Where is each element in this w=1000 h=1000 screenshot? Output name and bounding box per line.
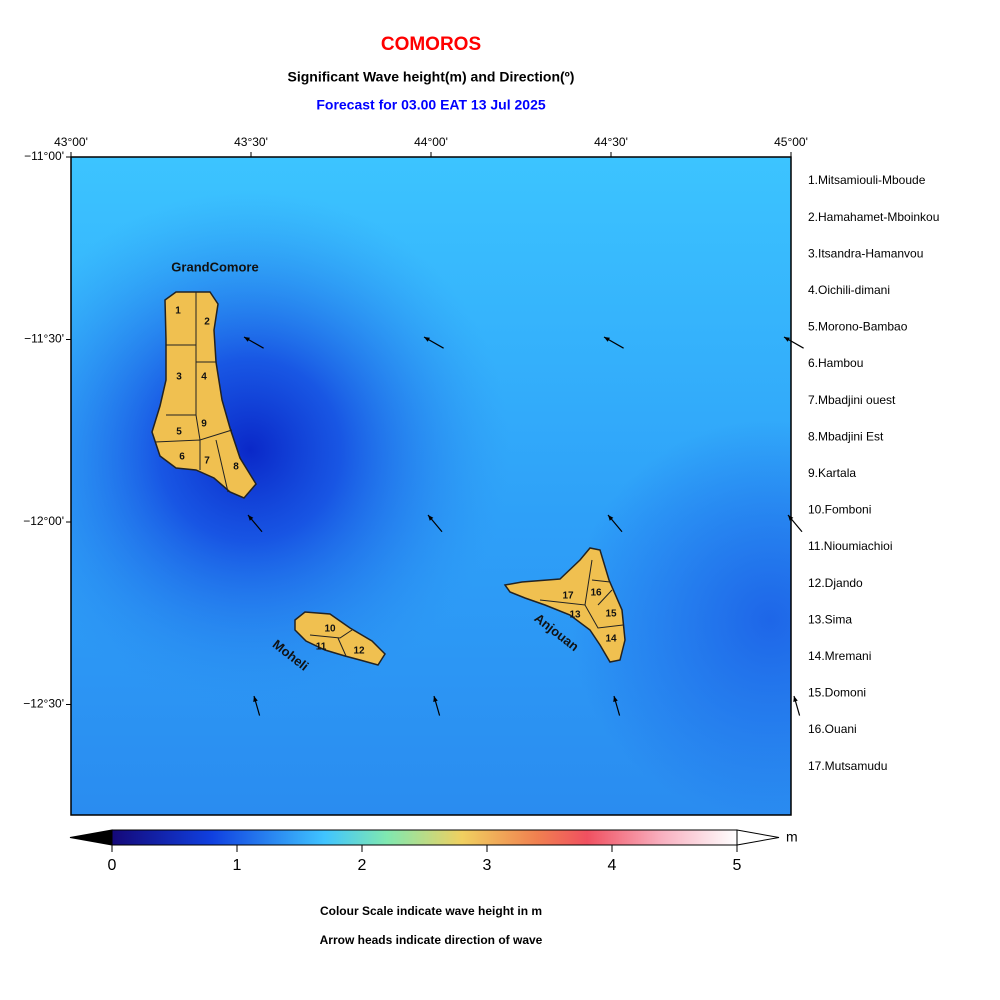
region-number: 4 (201, 372, 207, 383)
colorbar-low (69, 829, 113, 846)
region-number: 14 (605, 634, 617, 645)
region-number: 6 (179, 452, 185, 463)
colorbar-label: 5 (733, 857, 742, 874)
region-number: 11 (316, 642, 327, 653)
arrow-head (788, 515, 794, 521)
arrow-head (433, 696, 438, 702)
arrow-head (604, 337, 610, 342)
legend-item: 8.Mbadjini Est (808, 429, 884, 443)
region-number: 15 (605, 609, 617, 620)
legend-item: 16.Ouani (808, 722, 857, 736)
legend-item: 11.Nioumiachioi (808, 539, 893, 553)
title: COMOROS (381, 34, 481, 55)
arrow-head (613, 696, 618, 702)
colorbar-label: 4 (608, 857, 617, 874)
legend-item: 12.Djando (808, 576, 863, 590)
colorbar-label: 2 (358, 857, 367, 874)
subtitle: Significant Wave height(m) and Direction… (288, 69, 575, 85)
region-number: 5 (176, 427, 182, 438)
lon-label: 44°30' (594, 135, 628, 149)
sea (71, 157, 791, 815)
legend-item: 5.Morono-Bambao (808, 320, 908, 334)
colorbar-high (736, 829, 780, 846)
legend-item: 15.Domoni (808, 686, 866, 700)
region-number: 2 (204, 317, 210, 328)
footnote: Arrow heads indicate direction of wave (320, 933, 543, 947)
island-label: GrandComore (171, 259, 258, 274)
legend-item: 2.Hamahamet-Mboinkou (808, 210, 939, 224)
legend-item: 1.Mitsamiouli-Mboude (808, 173, 926, 187)
legend-item: 14.Mremani (808, 649, 871, 663)
legend-item: 6.Hambou (808, 356, 863, 370)
legend-item: 10.Fomboni (808, 503, 871, 517)
arrow-head (608, 515, 614, 521)
region-number: 12 (353, 646, 365, 657)
forecast: Forecast for 03.00 EAT 13 Jul 2025 (316, 97, 546, 113)
legend-item: 9.Kartala (808, 466, 856, 480)
region-number: 13 (569, 610, 581, 621)
lat-label: −11°30' (24, 332, 64, 346)
region-number: 16 (590, 588, 602, 599)
arrow-head (248, 515, 254, 521)
arrow-head (424, 337, 430, 342)
arrow-head (244, 337, 250, 342)
legend-item: 4.Oichili-dimani (808, 283, 890, 297)
arrow-head (253, 696, 258, 702)
region-number: 3 (176, 372, 182, 383)
region-number: 9 (201, 419, 207, 430)
colorbar-label: 0 (108, 857, 117, 874)
lat-label: −11°00' (24, 149, 64, 163)
lon-label: 45°00' (774, 135, 808, 149)
arrow-head (793, 696, 798, 702)
lon-label: 43°30' (234, 135, 268, 149)
lat-label: −12°30' (23, 697, 64, 711)
colorbar-unit: m (786, 829, 798, 845)
legend-item: 7.Mbadjini ouest (808, 393, 896, 407)
lon-label: 43°00' (54, 135, 88, 149)
anjouan (503, 547, 626, 663)
colorbar-label: 3 (483, 857, 492, 874)
grand-comore (151, 291, 257, 499)
region-number: 8 (233, 462, 239, 473)
islands (151, 291, 626, 666)
lat-label: −12°00' (23, 514, 64, 528)
region-number: 17 (562, 591, 574, 602)
footnote: Colour Scale indicate wave height in m (320, 904, 542, 918)
legend-item: 17.Mutsamudu (808, 759, 887, 773)
region-number: 7 (204, 456, 210, 467)
region-number: 1 (175, 306, 181, 317)
legend-item: 3.Itsandra-Hamanvou (808, 246, 923, 260)
arrow-head (428, 515, 434, 521)
colorbar (111, 829, 738, 846)
region-number: 10 (324, 624, 336, 635)
arrow-head (784, 337, 790, 342)
lon-label: 44°00' (414, 135, 448, 149)
legend-item: 13.Sima (808, 612, 852, 626)
colorbar-label: 1 (233, 857, 242, 874)
